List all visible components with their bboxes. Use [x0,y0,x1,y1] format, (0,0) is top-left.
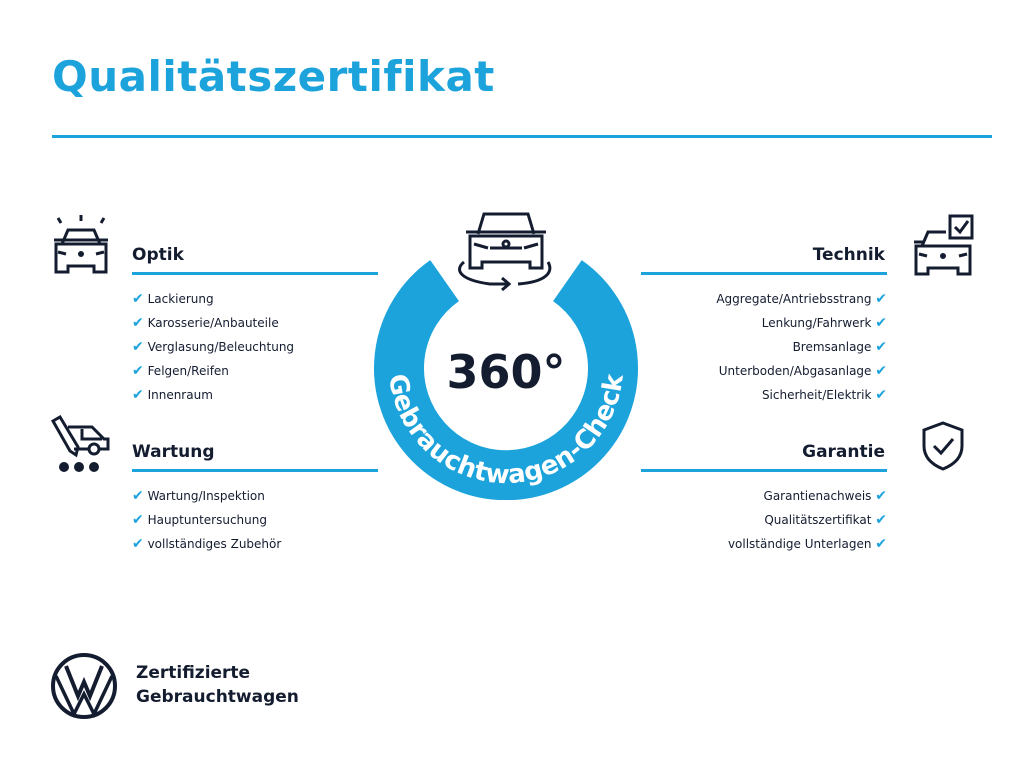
item-text: Karosserie/Anbauteile [147,316,279,330]
car-checkbox-icon [914,214,974,276]
section-divider [641,272,887,275]
check-icon: ✔ [875,291,887,307]
list-item: ✔ Innenraum [132,383,378,407]
item-text: Aggregate/Antriebsstrang [716,292,872,306]
check-icon: ✔ [875,363,887,379]
item-text: Sicherheit/Elektrik [761,388,872,402]
item-text: Lackierung [147,292,214,306]
section-optik: Optik ✔ Lackierung ✔ Karosserie/Anbautei… [132,242,378,407]
car-lights-icon [54,215,108,274]
check-icon: ✔ [875,512,887,528]
degrees-label: 360° [446,345,565,399]
360-check-badge: Gebrauchtwagen-Check 360° [374,212,638,500]
section-garantie: Garantie Garantienachweis ✔ Qualitätszer… [641,439,887,556]
car-rotate-icon [458,212,552,292]
item-text: vollständige Unterlagen [727,537,872,551]
list-item: ✔ vollständiges Zubehör [132,532,378,556]
section-title: Garantie [802,442,885,462]
page-title: Qualitätszertifikat [52,52,495,101]
section-technik: Technik Aggregate/Antriebsstrang ✔ Lenku… [641,242,887,407]
list-item: Aggregate/Antriebsstrang ✔ [641,287,887,311]
section-title: Technik [812,245,885,265]
check-icon: ✔ [132,291,144,307]
list-item: ✔ Lackierung [132,287,378,311]
check-icon: ✔ [132,387,144,403]
ring-arc [374,260,638,500]
brand-line-1: Zertifizierte [136,663,251,683]
check-icon: ✔ [875,387,887,403]
check-icon: ✔ [132,363,144,379]
section-title: Wartung [132,442,215,462]
item-text: vollständiges Zubehör [147,537,282,551]
item-text: Unterboden/Abgasanlage [718,364,872,378]
item-text: Garantienachweis [763,489,872,503]
list-item: Qualitätszertifikat ✔ [641,508,887,532]
check-icon: ✔ [132,488,144,504]
list-item: Sicherheit/Elektrik ✔ [641,383,887,407]
check-icon: ✔ [875,488,887,504]
brand-text: Zertifizierte Gebrauchtwagen [136,661,299,709]
item-text: Wartung/Inspektion [147,489,265,503]
list-item: ✔ Hauptuntersuchung [132,508,378,532]
check-icon: ✔ [875,339,887,355]
check-icon: ✔ [875,315,887,331]
check-icon: ✔ [132,512,144,528]
list-item: ✔ Karosserie/Anbauteile [132,311,378,335]
section-divider [132,469,378,472]
check-icon: ✔ [132,315,144,331]
list-item: vollständige Unterlagen ✔ [641,532,887,556]
section-title: Optik [132,245,184,265]
item-text: Verglasung/Beleuchtung [147,340,295,354]
check-icon: ✔ [132,536,144,552]
item-text: Lenkung/Fahrwerk [761,316,872,330]
list-item: Bremsanlage ✔ [641,335,887,359]
item-text: Hauptuntersuchung [147,513,267,527]
list-item: Unterboden/Abgasanlage ✔ [641,359,887,383]
service-tools-icon [50,415,110,472]
list-item: Lenkung/Fahrwerk ✔ [641,311,887,335]
list-item: ✔ Felgen/Reifen [132,359,378,383]
item-text: Innenraum [147,388,213,402]
section-divider [132,272,378,275]
section-wartung: Wartung ✔ Wartung/Inspektion ✔ Hauptunte… [132,439,378,556]
list-item: ✔ Wartung/Inspektion [132,484,378,508]
shield-check-icon [922,421,964,471]
brand-line-2: Gebrauchtwagen [136,687,299,707]
list-item: Garantienachweis ✔ [641,484,887,508]
item-text: Qualitätszertifikat [764,513,872,527]
list-item: ✔ Verglasung/Beleuchtung [132,335,378,359]
check-icon: ✔ [132,339,144,355]
vw-logo [51,653,117,719]
item-text: Bremsanlage [792,340,872,354]
title-divider [52,135,992,138]
item-text: Felgen/Reifen [147,364,229,378]
check-icon: ✔ [875,536,887,552]
section-divider [641,469,887,472]
